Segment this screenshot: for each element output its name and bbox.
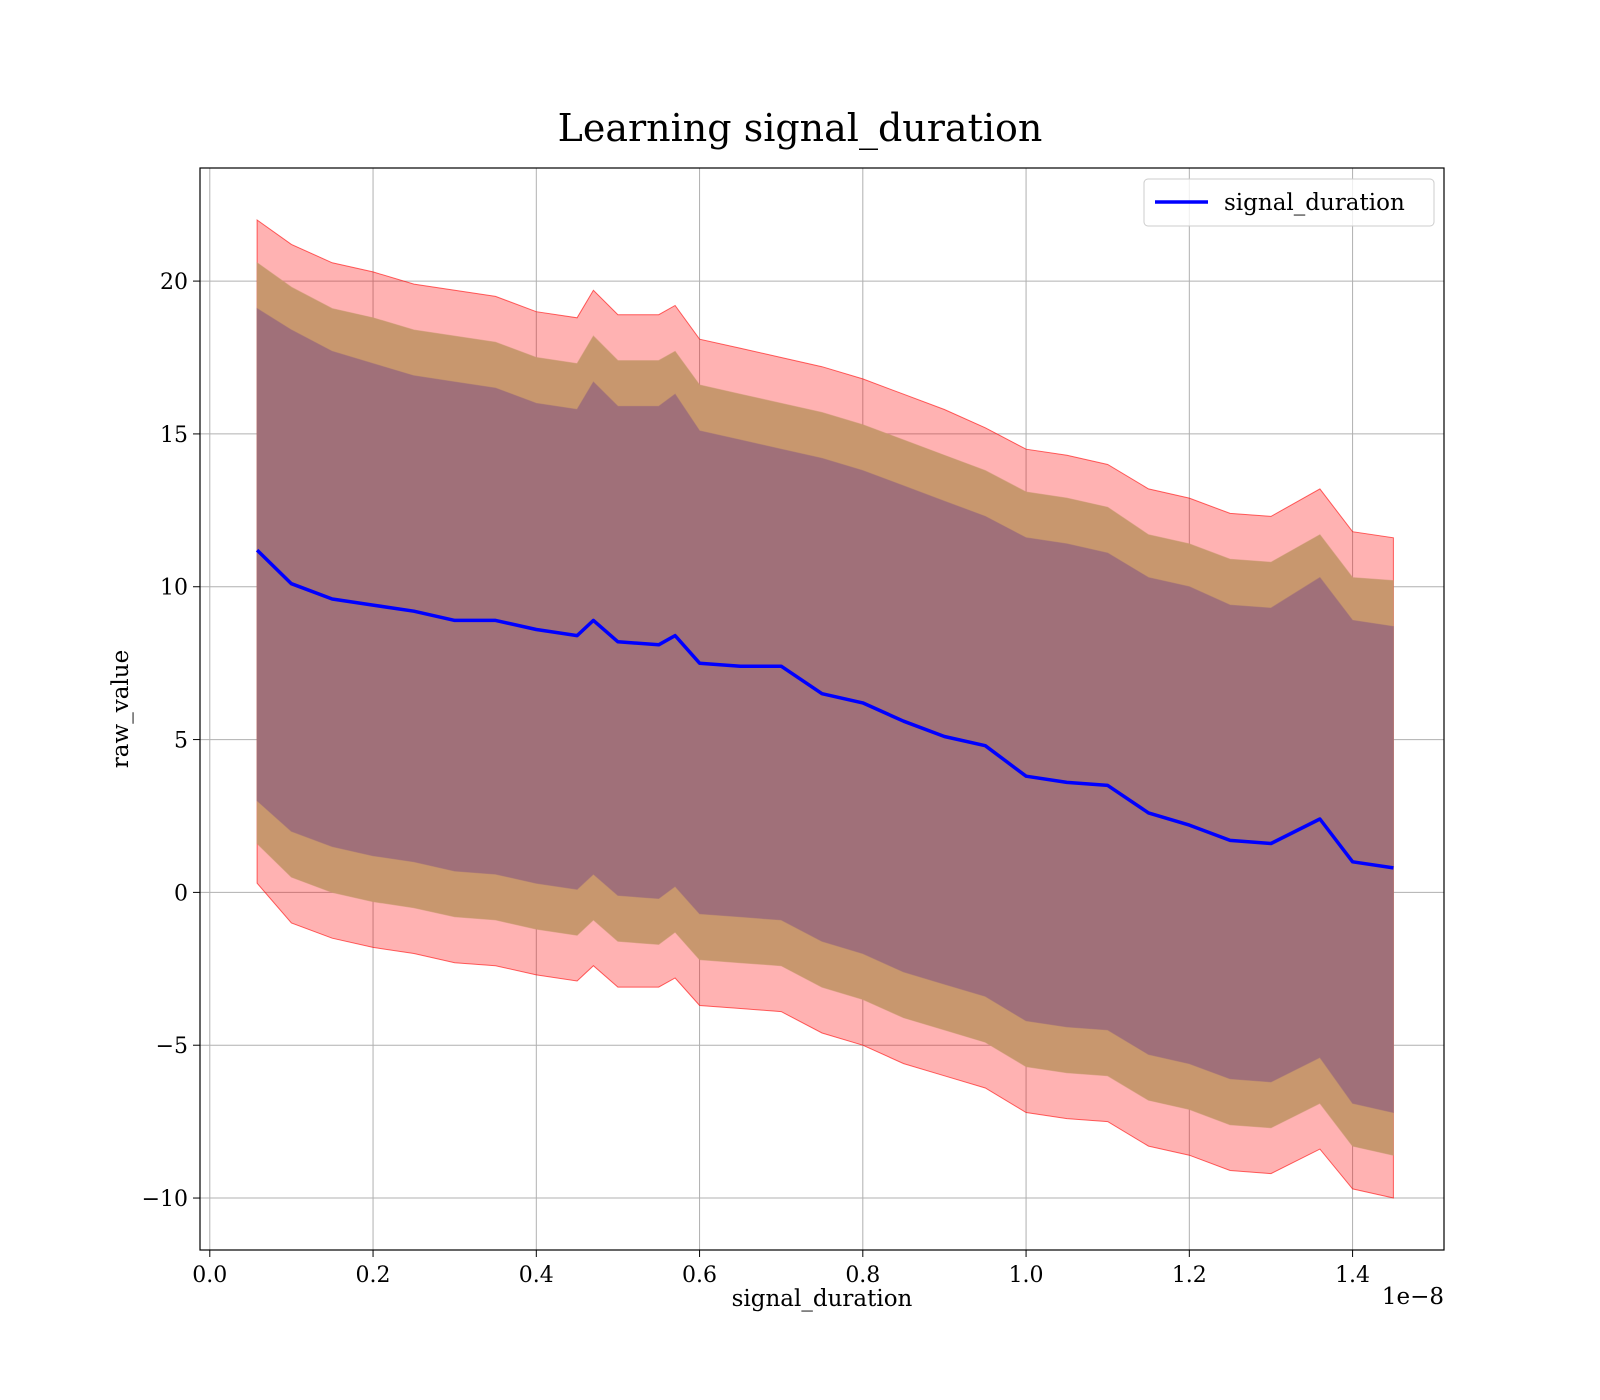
x-tick-label: 0.6: [682, 1263, 717, 1288]
x-axis-ticks: 0.0 0.2 0.4 0.6 0.8 1.0 1.2 1.4: [192, 1250, 1370, 1288]
series-lines: [255, 548, 1394, 870]
y-tick-label: −5: [156, 1034, 188, 1059]
y-axis-ticks: −10 −5 0 5 10 15 20: [142, 270, 200, 1212]
x-tick-label: 0.0: [192, 1263, 227, 1288]
y-tick-label: 0: [174, 881, 188, 906]
x-tick-label: 1.0: [1009, 1263, 1044, 1288]
legend: signal_duration: [1143, 178, 1435, 227]
x-tick-label: 1.2: [1172, 1263, 1207, 1288]
plot-frame: [199, 167, 1445, 1251]
y-tick-label: 10: [160, 576, 188, 601]
x-axis-label: signal_duration: [732, 1286, 913, 1312]
series-line-signal_duration: [255, 548, 1394, 870]
x-axis-offset-label: 1e−8: [1382, 1284, 1444, 1310]
x-tick-label: 0.4: [519, 1263, 554, 1288]
x-tick-label: 0.8: [845, 1263, 880, 1288]
y-axis-label: raw_value: [108, 650, 134, 768]
confidence-bands: [256, 219, 1394, 1199]
legend-frame: [1143, 178, 1435, 227]
y-tick-label: 15: [160, 423, 188, 448]
y-tick-label: −10: [142, 1187, 188, 1212]
band-inner: [256, 307, 1394, 1114]
chart-title: Learning signal_duration: [558, 106, 1043, 151]
x-tick-label: 0.2: [356, 1263, 391, 1288]
legend-label: signal_duration: [1224, 190, 1405, 216]
y-tick-label: 5: [174, 729, 188, 754]
y-tick-label: 20: [160, 270, 188, 295]
x-tick-label: 1.4: [1335, 1263, 1370, 1288]
